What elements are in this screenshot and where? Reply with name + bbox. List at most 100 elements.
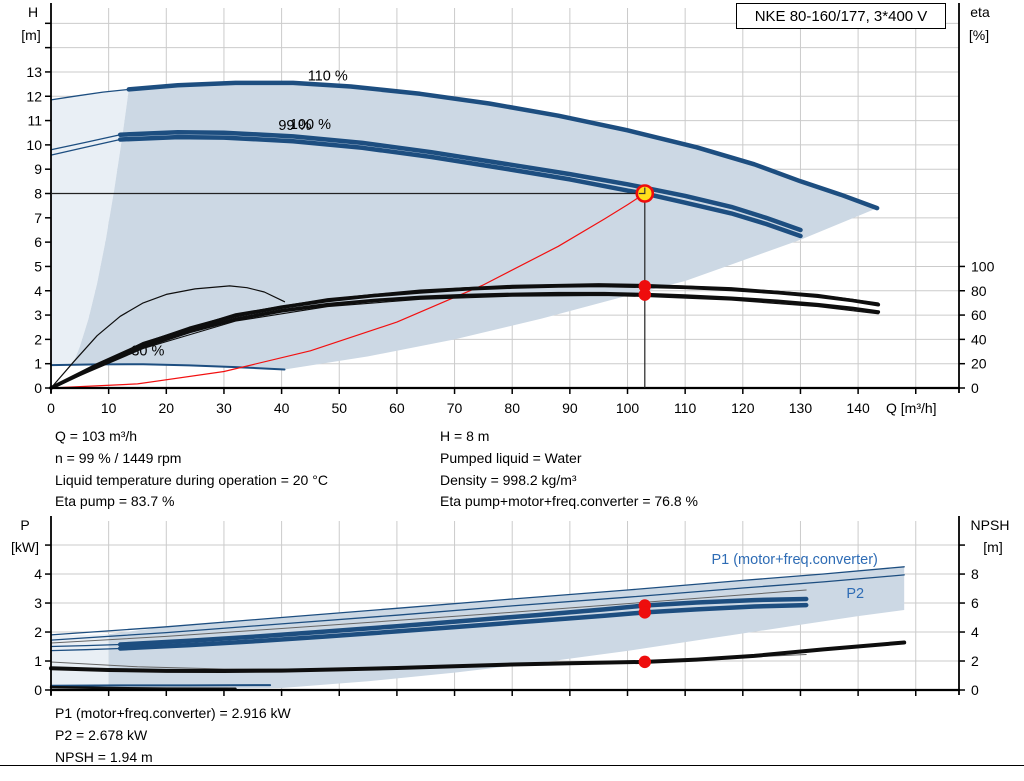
- result-dot: [638, 655, 652, 669]
- power-chart-series: [50, 566, 905, 690]
- curve-eta-strand-upper: [50, 283, 879, 389]
- duty-point-crosshair: [638, 187, 646, 195]
- y-left-tick-label: 0: [34, 682, 42, 698]
- y-left-tick-label: 4: [34, 283, 42, 299]
- bottom-divider: [0, 765, 1024, 766]
- result-dot: [638, 288, 652, 301]
- y-left-tick-label: 12: [26, 88, 42, 104]
- y-right-tick-label: 100: [971, 258, 995, 274]
- result-p2-text: P2 = 2.678 kW: [55, 726, 148, 743]
- curve-eta-strand-lower: [50, 294, 879, 389]
- x-tick-label: 20: [159, 400, 175, 416]
- axis-title: [%]: [969, 27, 989, 43]
- x-tick-label: 120: [731, 400, 755, 416]
- y-right-tick-label: 6: [971, 595, 979, 611]
- curve-speed-30: [50, 363, 286, 371]
- operating-data-left-column: Q = 103 m³/h n = 99 % / 1449 rpm Liquid …: [55, 426, 328, 513]
- curve-system-curve: [50, 192, 646, 389]
- y-right-tick-label: 0: [971, 682, 979, 698]
- y-right-tick-label: 0: [971, 380, 979, 396]
- curve-label: P1 (motor+freq.converter): [711, 552, 877, 568]
- curve-label: 99 %: [278, 118, 311, 134]
- curve-label: P2: [846, 586, 864, 602]
- curve-npsh-30: [49, 685, 237, 691]
- result-data-block: P1 (motor+freq.converter) = 2.916 kW P2 …: [55, 703, 291, 768]
- y-left-tick-label: 9: [34, 161, 42, 177]
- curve-speed-99: [117, 134, 803, 239]
- x-tick-label: 130: [789, 400, 813, 416]
- operating-eta-total-text: Eta pump+motor+freq.converter = 76.8 %: [440, 493, 698, 510]
- y-right-tick-label: 4: [971, 624, 979, 640]
- head-chart-series: [50, 80, 880, 371]
- y-left-tick-label: 2: [34, 331, 42, 347]
- operating-eta-pump-text: Eta pump = 83.7 %: [55, 493, 175, 510]
- x-tick-label: 80: [504, 400, 520, 416]
- result-dot: [638, 606, 652, 619]
- operating-head-text: H = 8 m: [440, 428, 490, 444]
- curve-p1-99: [117, 596, 809, 647]
- operating-data-right-column: H = 8 m Pumped liquid = Water Density = …: [440, 426, 698, 513]
- head-chart-markers: [638, 280, 652, 301]
- operating-density-text: Density = 998.2 kg/m³: [440, 471, 577, 488]
- curve-eta-pump: [49, 283, 881, 390]
- curve-speed-110-start: [50, 88, 130, 101]
- x-tick-label: 110: [674, 400, 697, 416]
- axis-title: [m]: [21, 27, 40, 43]
- curve-label: 110 %: [308, 69, 348, 85]
- head-chart-duty-point[interactable]: [51, 184, 655, 388]
- axis-title: P: [20, 517, 29, 533]
- x-tick-label: 100: [616, 400, 640, 416]
- x-tick-label: 90: [562, 400, 578, 416]
- curve-envelope-left-light: [51, 89, 129, 366]
- y-right-tick-label: 20: [971, 356, 987, 372]
- curve-p-30: [50, 684, 272, 687]
- operating-temperature-text: Liquid temperature during operation = 20…: [55, 471, 328, 488]
- power-chart-axes: 0 1 2 3 4 0 2 4 6 8 P [kW] NPSH [m]: [11, 516, 1009, 698]
- axis-title: [kW]: [11, 539, 39, 555]
- y-left-tick-label: 8: [34, 186, 42, 202]
- axis-title: NPSH: [971, 517, 1010, 533]
- x-tick-label: 10: [101, 400, 117, 416]
- y-left-tick-label: 2: [34, 624, 42, 640]
- curve-speed-100: [117, 129, 803, 233]
- x-tick-label: 30: [216, 400, 232, 416]
- operating-speed-text: n = 99 % / 1449 rpm: [55, 449, 182, 466]
- head-chart-series-top: [49, 192, 881, 390]
- x-tick-label: 140: [846, 400, 870, 416]
- curve-eta-low-speed-arc: [50, 285, 286, 389]
- curve-eta-total: [49, 291, 881, 390]
- x-tick-label: 60: [389, 400, 405, 416]
- curve-speed-100-start: [50, 134, 121, 151]
- y-right-tick-label: 8: [971, 566, 979, 582]
- pump-model-label: NKE 80-160/177, 3*400 V: [754, 7, 928, 25]
- y-right-tick-label: 2: [971, 653, 979, 669]
- operating-flow-text: Q = 103 m³/h: [55, 428, 138, 444]
- y-left-tick-label: 13: [26, 64, 42, 80]
- curve-p2-110: [50, 574, 905, 641]
- curve-p1-110: [50, 566, 905, 636]
- pump-model-box: NKE 80-160/177, 3*400 V: [736, 3, 946, 29]
- power-chart-series-top: [49, 640, 907, 691]
- curve-npsh: [49, 640, 907, 673]
- curve-speed-110: [126, 80, 880, 211]
- y-left-tick-label: 6: [34, 234, 42, 250]
- y-left-tick-label: 3: [34, 307, 42, 323]
- curve-label: 100 %: [290, 117, 331, 133]
- curve-speed-99-start: [50, 138, 121, 156]
- result-p1-text: P1 (motor+freq.converter) = 2.916 kW: [55, 705, 291, 721]
- x-tick-label: 0: [47, 400, 55, 416]
- y-left-tick-label: 5: [34, 258, 42, 274]
- curve-p1-99-start: [50, 643, 121, 648]
- y-left-tick-label: 3: [34, 595, 42, 611]
- curve-envelope-operating: [72, 82, 878, 370]
- y-left-tick-label: 0: [34, 380, 42, 396]
- y-right-tick-label: 80: [971, 283, 987, 299]
- y-right-tick-label: 60: [971, 307, 987, 323]
- power-chart-curve-labels: P1 (motor+freq.converter) P2: [711, 552, 877, 602]
- curve-power-envelope-left-light: [51, 634, 109, 690]
- y-left-tick-label: 4: [34, 566, 42, 582]
- axis-title: [m]: [983, 539, 1002, 555]
- y-right-tick-label: 40: [971, 331, 987, 347]
- x-tick-label: 70: [447, 400, 463, 416]
